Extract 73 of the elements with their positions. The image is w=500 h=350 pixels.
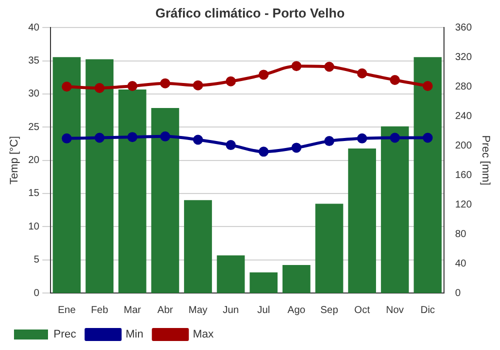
point	[192, 80, 203, 90]
y-tick-label: 25	[28, 122, 40, 133]
bar	[282, 264, 310, 293]
y2-tick-label: 200	[455, 140, 472, 152]
y2-axis-title: Prec [mm]	[479, 135, 492, 186]
point	[390, 132, 400, 143]
point	[160, 131, 170, 142]
point	[258, 70, 269, 80]
point	[127, 132, 138, 142]
bar	[315, 204, 344, 293]
point	[390, 75, 400, 86]
point	[127, 80, 138, 91]
point	[291, 61, 302, 72]
legend-label: Max	[192, 328, 214, 341]
bar	[216, 255, 245, 293]
y2-tick-label: 80	[455, 228, 467, 240]
x-tick-label: Dic	[420, 304, 435, 316]
x-tick-label: May	[188, 304, 208, 316]
point	[422, 132, 433, 143]
point	[192, 134, 203, 145]
point	[226, 76, 236, 86]
point	[62, 133, 72, 144]
bar	[348, 148, 376, 293]
y-tick-label: 0	[34, 288, 40, 299]
y2-tick-label: 120	[455, 199, 472, 210]
chart-title: Gráfico climático - Porto Velho	[155, 5, 345, 20]
x-tick-label: Sep	[320, 304, 339, 316]
point	[258, 146, 269, 157]
point	[291, 142, 302, 153]
x-tick-label: Oct	[354, 304, 370, 316]
x-tick-label: Ene	[58, 304, 76, 316]
y2-tick-label: 320	[455, 52, 472, 63]
point	[226, 140, 236, 150]
y2-tick-label: 40	[455, 258, 467, 270]
x-tick-label: Feb	[90, 304, 109, 316]
y-tick-label: 35	[28, 56, 40, 67]
point	[357, 133, 368, 144]
bar	[184, 200, 212, 293]
point	[357, 68, 368, 78]
y2-tick-label: 240	[455, 110, 472, 122]
point	[94, 82, 105, 93]
x-tick-label: Abr	[157, 304, 174, 316]
x-tick-label: Mar	[124, 304, 142, 316]
bar	[52, 57, 81, 293]
y-tick-label: 20	[28, 155, 40, 166]
bar	[250, 272, 278, 293]
y2-tick-label: 0	[455, 288, 462, 299]
point	[324, 136, 334, 146]
y2-tick-label: 360	[455, 22, 472, 34]
bar	[380, 126, 409, 293]
y2-tick-label: 280	[455, 81, 472, 92]
y2-tick-label: 160	[455, 170, 472, 181]
bar	[86, 59, 114, 293]
point	[422, 80, 433, 91]
y-tick-label: 30	[28, 88, 40, 100]
legend-label: Min	[126, 328, 144, 341]
x-tick-label: Ago	[288, 304, 306, 316]
y-tick-label: 40	[28, 22, 40, 34]
bar	[118, 90, 146, 293]
x-tick-label: Jun	[222, 304, 239, 316]
point	[94, 132, 105, 143]
y-tick-label: 10	[28, 221, 40, 232]
bar	[414, 57, 442, 293]
y-axis-title: Temp [°C]	[8, 136, 21, 185]
y-tick-label: 5	[34, 254, 40, 266]
x-tick-label: Nov	[386, 304, 404, 316]
x-tick-label: Jul	[257, 304, 270, 316]
bar	[151, 108, 180, 293]
y-tick-label: 15	[28, 188, 40, 200]
point	[62, 82, 72, 92]
point	[160, 78, 170, 88]
legend-label: Prec	[54, 328, 77, 341]
point	[324, 62, 334, 72]
